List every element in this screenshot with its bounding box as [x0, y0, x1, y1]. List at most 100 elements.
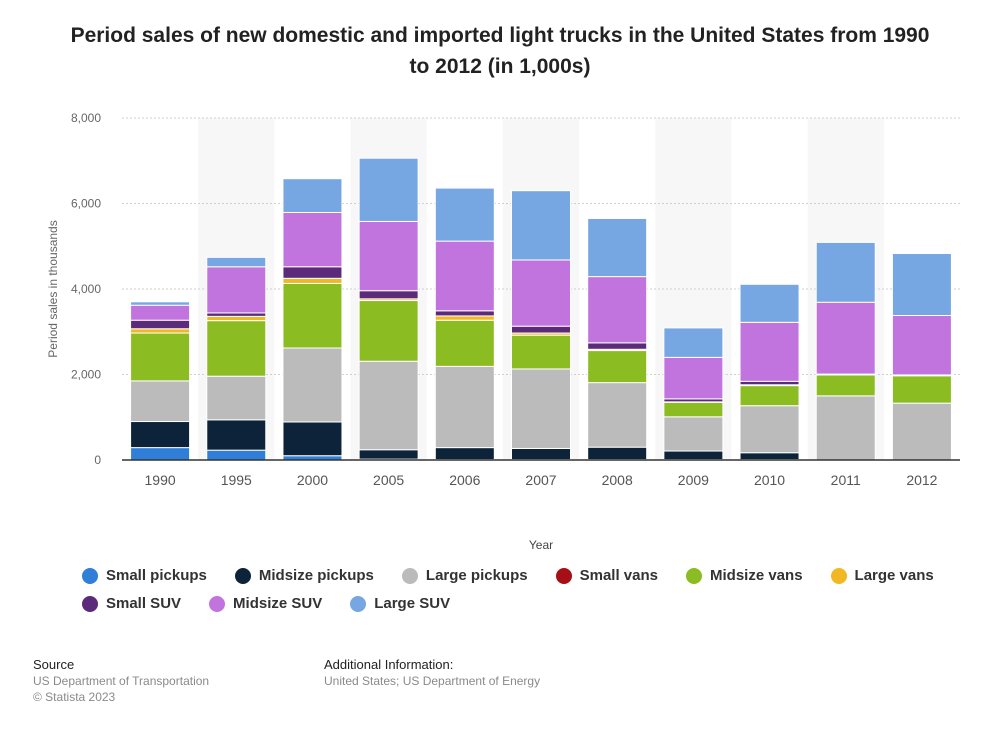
bar-large-suv [663, 327, 724, 358]
y-tick-label: 0 [94, 453, 101, 467]
bar-midsize-suv [282, 211, 343, 268]
bar-large-suv [815, 241, 876, 303]
x-tick-label: 2012 [906, 472, 937, 488]
legend-label: Large pickups [425, 567, 528, 584]
x-tick-label: 1995 [221, 472, 252, 488]
x-tick-label: 2006 [449, 472, 480, 488]
bar-midsize-vans [511, 334, 571, 370]
bar-stack-2006 [434, 187, 495, 461]
bar-large-suv [587, 217, 648, 278]
x-tick-label: 2000 [297, 472, 328, 488]
legend-marker-icon [686, 567, 702, 584]
bar-large-vans [130, 328, 191, 334]
legend-item-midsize-pickups[interactable]: Midsize pickups [234, 566, 374, 585]
bar-small-suv [206, 312, 267, 317]
bar-midsize-vans [815, 374, 876, 397]
legend-marker-icon [234, 567, 251, 584]
bar-large-pickups [130, 380, 191, 423]
bar-large-suv [891, 253, 952, 317]
bar-midsize-pickups [434, 447, 495, 461]
legend-label: Midsize SUV [233, 595, 323, 612]
bar-midsize-pickups [282, 421, 343, 457]
x-tick-label: 2005 [373, 472, 404, 488]
legend-item-midsize-suv[interactable]: Midsize SUV [209, 594, 322, 613]
bar-small-suv [739, 380, 800, 386]
legend-label: Small vans [579, 567, 658, 584]
x-axis-label: Year [529, 538, 553, 552]
bar-large-pickups [587, 382, 648, 448]
legend-marker-icon [830, 567, 847, 584]
bar-stack-1995 [206, 256, 267, 461]
legend-item-large-pickups[interactable]: Large pickups [401, 566, 528, 585]
legend: Small pickups Midsize pickups Large pickup… [82, 566, 962, 613]
bar-large-vans [282, 277, 343, 284]
bar-midsize-pickups [587, 446, 648, 461]
bar-midsize-suv [511, 259, 571, 327]
y-axis-label: Period sales in thousands [46, 220, 60, 357]
additional-info-heading: Additional Information: [324, 657, 454, 672]
bar-small-suv [511, 325, 571, 334]
bar-midsize-suv [434, 240, 495, 312]
additional-info-block: Additional Information: United States; U… [324, 657, 540, 689]
bar-large-pickups [815, 395, 876, 461]
bar-midsize-vans [206, 320, 267, 377]
bar-stack-2012 [891, 253, 952, 461]
legend-label: Midsize vans [710, 567, 803, 584]
bar-midsize-vans [434, 319, 495, 367]
bar-midsize-pickups [511, 447, 571, 461]
bar-midsize-vans [891, 375, 952, 404]
bar-stack-2008 [587, 217, 648, 461]
bar-midsize-vans [739, 385, 800, 407]
legend-label: Midsize pickups [258, 567, 374, 584]
legend-label: Large SUV [374, 595, 451, 612]
source-line[interactable]: US Department of Transportation [33, 674, 210, 688]
source-heading: Source [33, 657, 75, 672]
chart-title-line-1: Period sales of new domestic and importe… [70, 24, 930, 47]
legend-item-large-suv[interactable]: Large SUV [350, 594, 450, 613]
bar-midsize-vans [663, 401, 724, 418]
bar-large-pickups [206, 375, 267, 421]
legend-label: Small SUV [106, 595, 182, 612]
bar-midsize-suv [815, 301, 876, 375]
legend-item-small-vans[interactable]: Small vans [555, 566, 658, 585]
bar-small-suv [434, 310, 495, 317]
x-tick-label: 1990 [145, 472, 176, 488]
bar-large-suv [206, 256, 267, 268]
bar-large-vans [434, 315, 495, 321]
x-tick-label: 2007 [525, 472, 556, 488]
stacked-bar-chart: 0 2,000 4,000 6,000 8,000 1990 1995 2000 2005 20… [46, 111, 960, 552]
bar-small-pickups [130, 447, 191, 461]
legend-item-small-pickups[interactable]: Small pickups [82, 566, 207, 585]
x-tick-label: 2011 [831, 472, 861, 488]
y-tick-label: 4,000 [71, 282, 101, 296]
legend-item-midsize-vans[interactable]: Midsize vans [686, 566, 803, 585]
y-tick-label: 8,000 [71, 111, 101, 125]
legend-label: Small pickups [106, 567, 207, 584]
bar-large-pickups [511, 368, 571, 449]
legend-marker-icon [209, 595, 226, 612]
legend-item-small-suv[interactable]: Small SUV [82, 594, 181, 613]
bar-midsize-pickups [130, 421, 191, 449]
legend-item-large-vans[interactable]: Large vans [830, 566, 934, 585]
additional-info-line: United States; US Department of Energy [324, 674, 541, 688]
bar-midsize-suv [206, 266, 267, 314]
bar-midsize-suv [663, 356, 724, 400]
bar-large-pickups [739, 405, 800, 454]
bar-small-pickups [206, 449, 267, 461]
legend-marker-icon [82, 595, 98, 612]
bar-large-suv [739, 283, 800, 323]
bar-stack-2005 [358, 157, 419, 461]
source-block: Source US Department of Transportation ©… [33, 657, 209, 705]
bar-large-suv [511, 190, 571, 261]
bars [130, 157, 952, 461]
legend-label: Large vans [854, 567, 934, 584]
x-tick-label: 2008 [602, 472, 633, 488]
bar-large-suv [282, 178, 343, 213]
chart-title-line-2: to 2012 (in 1,000s) [409, 55, 591, 78]
bar-midsize-vans [130, 332, 191, 382]
bar-large-suv [434, 187, 495, 242]
bar-stack-2000 [282, 178, 343, 461]
bar-stack-2007 [511, 190, 571, 461]
bar-small-suv [282, 266, 343, 279]
bar-midsize-pickups [206, 419, 267, 451]
